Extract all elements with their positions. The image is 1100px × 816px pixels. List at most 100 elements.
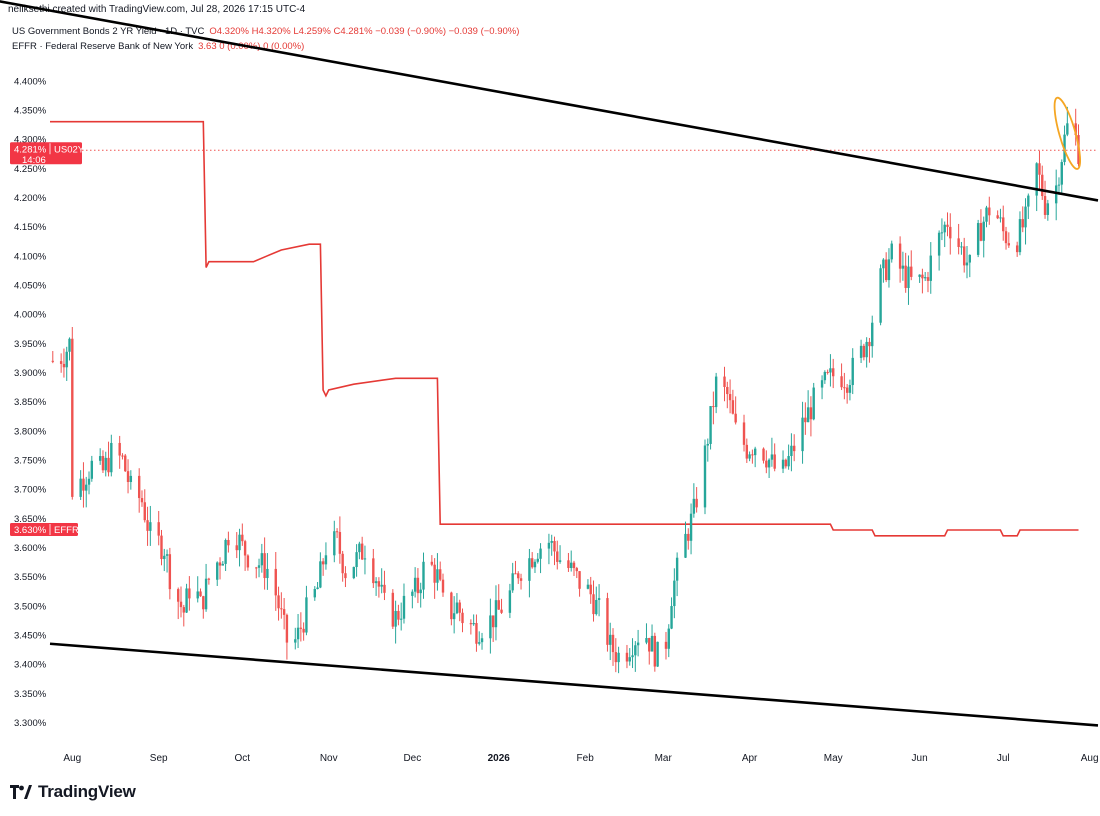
x-tick-label: Jun	[912, 753, 928, 764]
candle	[235, 532, 238, 559]
x-tick-label: Dec	[403, 753, 421, 764]
candle-body	[910, 266, 913, 277]
lower-trendline[interactable]	[49, 642, 1099, 727]
candle-body	[436, 569, 439, 583]
candle	[469, 619, 473, 635]
candle	[765, 450, 768, 474]
candle-body	[517, 573, 520, 579]
effr-line	[50, 120, 1079, 537]
y-tick-label: 3.850%	[14, 397, 47, 408]
y-tick-label: 3.600%	[14, 543, 47, 554]
candle	[673, 568, 676, 619]
candle	[806, 390, 810, 423]
candle	[146, 506, 149, 546]
x-tick-label: Aug	[63, 753, 81, 764]
candle-body	[374, 581, 378, 584]
candle-body	[773, 454, 776, 469]
candle	[280, 592, 283, 619]
candle-body	[1038, 163, 1041, 175]
candle-body	[372, 558, 375, 584]
candle	[204, 563, 208, 612]
candle	[313, 586, 316, 601]
candle-body	[241, 534, 244, 542]
candle-body	[614, 652, 618, 663]
candle-body	[865, 341, 868, 358]
candle-body	[650, 635, 654, 652]
candle-body	[770, 454, 774, 460]
badge-value: 4.281%	[14, 144, 47, 155]
x-tick-label: Mar	[655, 753, 673, 764]
candle-body	[452, 613, 456, 620]
candle-body	[478, 642, 481, 644]
candle-body	[519, 578, 523, 581]
candle	[188, 576, 191, 611]
x-tick-label: 2026	[488, 753, 511, 764]
tradingview-logo[interactable]: TradingView	[10, 782, 136, 802]
candle	[126, 459, 130, 494]
candle-body	[344, 573, 347, 579]
candle	[801, 401, 804, 464]
candle-body	[926, 277, 930, 281]
y-tick-label: 3.800%	[14, 426, 47, 437]
candle	[274, 551, 277, 611]
candle-body	[87, 478, 91, 485]
y-tick-label: 3.750%	[14, 456, 47, 467]
candle	[790, 433, 793, 472]
candle-body	[586, 584, 590, 589]
x-axis[interactable]: Aug Sep Oct Nov Dec 2026 Feb Mar Apr May Jun Jul Aug	[63, 753, 1098, 764]
upper-trendline[interactable]	[0, 0, 1099, 202]
candle-body	[305, 597, 308, 633]
candle-body	[670, 606, 673, 629]
highlight-ellipse[interactable]	[1049, 96, 1085, 172]
trendlines[interactable]	[0, 0, 1099, 727]
candle-body	[358, 543, 361, 553]
candle	[218, 557, 222, 580]
candle	[374, 577, 378, 596]
candle	[781, 450, 785, 474]
candle	[358, 541, 361, 560]
candle	[848, 379, 852, 401]
candle	[377, 577, 381, 598]
candle-body	[157, 522, 160, 536]
candle	[734, 396, 737, 425]
candle-body	[1043, 196, 1047, 215]
candle	[1043, 180, 1047, 219]
candle	[985, 205, 988, 228]
candle	[441, 573, 445, 597]
candle-body	[163, 555, 166, 560]
candle-body	[321, 561, 325, 565]
candle-body	[511, 573, 514, 591]
candle	[394, 600, 397, 644]
y-axis[interactable]: 3.300% 3.350% 3.400% 3.450% 3.500% 3.550% 3.60…	[14, 76, 47, 729]
candle-body	[609, 634, 612, 645]
candle-body	[260, 553, 264, 566]
candle	[606, 592, 609, 652]
candle-body	[673, 580, 676, 607]
candle-body	[617, 652, 620, 663]
candle	[157, 510, 160, 546]
candle	[246, 554, 250, 571]
candle-body	[188, 588, 191, 599]
candle	[519, 573, 523, 590]
candle-body	[360, 543, 364, 560]
candle	[773, 443, 776, 472]
legend-row-us02y[interactable]: US Government Bonds 2 YR Yield · 1D · TV…	[12, 24, 519, 39]
y-tick-label: 3.500%	[14, 601, 47, 612]
candle-body	[1004, 231, 1008, 244]
candle-body	[68, 338, 71, 352]
candle	[865, 337, 868, 368]
candle-body	[943, 224, 946, 233]
candle-body	[263, 553, 266, 579]
candle	[104, 451, 107, 477]
candle-body	[826, 371, 829, 373]
annotations[interactable]	[1049, 96, 1085, 172]
candle	[940, 218, 944, 241]
candle	[480, 632, 484, 650]
candle	[770, 437, 774, 467]
candle	[695, 487, 698, 513]
candle	[436, 553, 439, 591]
candle-body	[51, 360, 54, 362]
candle-body	[433, 564, 436, 583]
candle-body	[227, 539, 230, 546]
